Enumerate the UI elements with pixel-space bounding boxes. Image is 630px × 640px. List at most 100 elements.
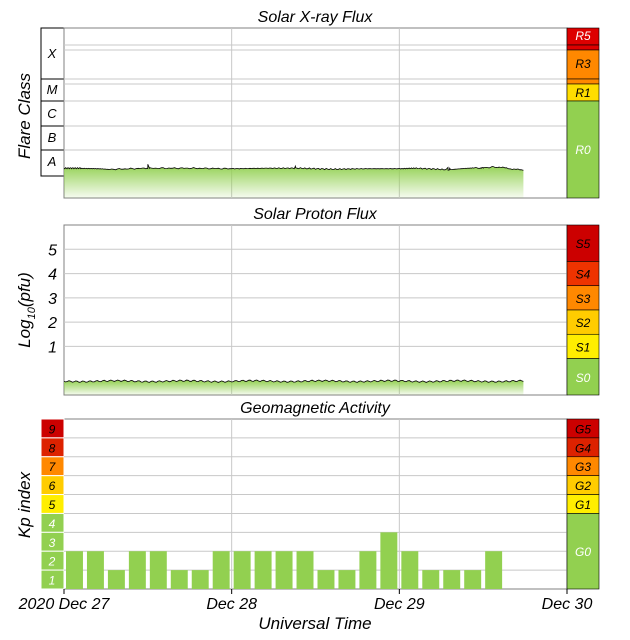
flare-class-a: A: [47, 154, 57, 169]
kp-bar: [149, 551, 167, 589]
kp-bar: [86, 551, 104, 589]
s-scale-band: [566, 309, 600, 335]
kp-level-label-6: 6: [49, 479, 56, 493]
g-scale-label-g5: G5: [575, 422, 591, 436]
x-tick-label: Dec 29: [374, 596, 425, 613]
kp-bar: [170, 570, 188, 589]
kp-levels: 9 8 7 6 5 4 3 2 1: [40, 418, 567, 590]
proton-scale: S5 S4 S3 S2 S1 S0: [566, 224, 600, 396]
xray-panel: Solar X-ray Flux Flare Class X M C B A R…: [15, 9, 600, 199]
proton-line: [63, 379, 524, 383]
kp-scale: G5 G4 G3 G2 G1 G0: [566, 418, 600, 590]
kp-bar: [212, 551, 230, 589]
x-axis-title: Universal Time: [258, 614, 371, 633]
flare-class-b: B: [48, 130, 57, 145]
s-scale-band: [566, 333, 600, 359]
kp-level-label-9: 9: [49, 422, 56, 436]
kp-bar: [380, 532, 398, 589]
proton-ylabel-base: Log: [15, 319, 34, 348]
kp-bar: [254, 551, 272, 589]
s-scale-band: [566, 358, 600, 396]
r-scale-band: [566, 78, 600, 85]
kp-level-label-2: 2: [48, 555, 56, 569]
proton-grid: [231, 225, 400, 395]
proton-ytick-1: 1: [48, 339, 57, 356]
kp-bar: [66, 551, 83, 589]
r-scale-label-r3: R3: [575, 57, 591, 71]
kp-bars: [66, 532, 503, 589]
x-tick-label: Dec 30: [542, 596, 593, 613]
flare-class-x: X: [47, 46, 58, 61]
kp-bar: [338, 570, 356, 589]
kp-ylabel: Kp index: [15, 471, 34, 538]
kp-bar: [191, 570, 209, 589]
proton-ylabel-tail: (pfu): [15, 272, 34, 307]
kp-plot-frame: [63, 418, 568, 590]
flare-class-c: C: [47, 106, 57, 121]
kp-bar: [443, 570, 461, 589]
proton-ytick-2: 2: [47, 315, 57, 332]
kp-level-label-7: 7: [49, 460, 57, 474]
kp-bar: [296, 551, 314, 589]
kp-bar: [401, 551, 419, 589]
kp-bar: [317, 570, 335, 589]
s-scale-label-s3: S3: [576, 292, 591, 306]
r-scale-label-r1: R1: [575, 86, 590, 100]
kp-grid: [231, 419, 400, 589]
g-scale-label-g4: G4: [575, 441, 591, 455]
xray-ylabel: Flare Class: [15, 73, 34, 159]
s-scale-band: [566, 285, 600, 311]
xray-title: Solar X-ray Flux: [258, 9, 374, 26]
xray-data: [63, 164, 524, 198]
proton-title: Solar Proton Flux: [253, 206, 378, 223]
kp-bar: [422, 570, 440, 589]
proton-area: [64, 380, 524, 395]
kp-level-label-8: 8: [49, 441, 56, 455]
s-scale-band: [566, 224, 600, 262]
kp-level-label-4: 4: [49, 517, 56, 531]
x-tick-label: 2020 Dec 27: [18, 596, 111, 613]
proton-ytick-4: 4: [48, 267, 57, 284]
kp-panel: Geomagnetic Activity Kp index 987654321 …: [15, 400, 600, 590]
xray-scale: R5 R3 R1 R0: [566, 27, 600, 199]
proton-ylabel-sub: 10: [26, 306, 38, 319]
kp-bar: [107, 570, 125, 589]
proton-ylabel: Log10(pfu): [15, 272, 38, 348]
r-scale-band: [566, 100, 600, 199]
r-scale-label-r0: R0: [575, 143, 591, 157]
x-axis: Universal Time 2020 Dec 27 Dec 28 Dec 29 De…: [18, 589, 593, 633]
proton-ytick-3: 3: [48, 291, 57, 308]
g-scale-label-g2: G2: [575, 479, 591, 493]
flare-class-m: M: [47, 82, 58, 97]
g-scale-label-g3: G3: [575, 460, 591, 474]
kp-level-label-1: 1: [49, 574, 56, 588]
proton-data: [63, 379, 524, 395]
xray-area: [64, 164, 524, 198]
proton-ticks: 5 4 3 2 1: [47, 242, 567, 356]
s-scale-label-s5: S5: [576, 237, 591, 251]
kp-bar: [233, 551, 251, 589]
xray-line: [63, 164, 524, 171]
kp-level-label-5: 5: [49, 498, 56, 512]
xray-grid: [64, 28, 567, 198]
r-scale-label-r5: R5: [575, 29, 591, 43]
kp-bar: [275, 551, 293, 589]
kp-title: Geomagnetic Activity: [240, 400, 391, 417]
r-scale-band: [566, 44, 600, 51]
s-scale-label-s4: S4: [576, 268, 591, 282]
g-scale-band: [566, 513, 600, 590]
s-scale-label-s0: S0: [576, 371, 591, 385]
kp-level-box: [40, 569, 65, 590]
x-tick-label: Dec 28: [206, 596, 257, 613]
s-scale-label-s1: S1: [576, 340, 591, 354]
kp-bar: [464, 570, 482, 589]
kp-bar: [485, 551, 503, 589]
proton-plot-frame: [63, 224, 568, 396]
g-scale-label-g0: G0: [575, 545, 591, 559]
kp-bar: [359, 551, 377, 589]
proton-ytick-5: 5: [48, 242, 57, 259]
kp-level-label-3: 3: [49, 536, 56, 550]
s-scale-label-s2: S2: [576, 316, 591, 330]
